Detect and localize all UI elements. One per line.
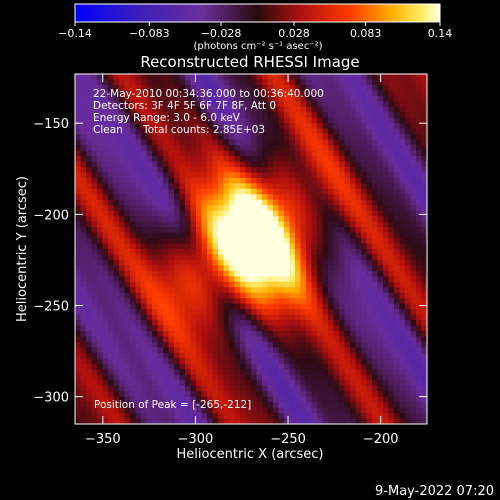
x-axis-label: Heliocentric X (arcsec) [177, 447, 324, 462]
y-tick-label: −300 [33, 391, 69, 406]
info-annotations: 22-May-2010 00:34:36.000 to 00:36:40.000… [93, 88, 324, 411]
colorbar-tick-label: −0.14 [58, 27, 92, 40]
y-tick-label: −150 [33, 117, 69, 132]
colorbar-tick-label: 0.14 [428, 27, 453, 40]
colorbar-gradient [74, 3, 441, 23]
x-tick-label: −250 [270, 432, 306, 447]
plot-frame [74, 73, 428, 425]
annotation-energy-range: Energy Range: 3.0 - 6.0 keV [93, 112, 241, 124]
heatmap-image [75, 74, 427, 424]
annotation-peak-position: Position of Peak = [-265,-212] [94, 399, 251, 411]
x-tick-label: −300 [178, 432, 214, 447]
colorbar: −0.14 −0.083 −0.028 0.028 0.083 0.14 (photons… [58, 3, 452, 52]
y-axis-label: Heliocentric Y (arcsec) [15, 176, 30, 322]
colorbar-tick-label: 0.028 [278, 27, 310, 40]
colorbar-ticks: −0.14 −0.083 −0.028 0.028 0.083 0.14 [58, 22, 452, 40]
x-axis-ticks: −350 −300 −250 −200 [85, 74, 399, 447]
y-tick-label: −200 [33, 208, 69, 223]
colorbar-tick-label: 0.083 [350, 27, 382, 40]
chart-title: Reconstructed RHESSI Image [140, 53, 359, 71]
annotation-algorithm: Clean [93, 124, 123, 136]
annotation-total-counts: Total counts: 2.85E+03 [142, 124, 265, 136]
annotation-detectors: Detectors: 3F 4F 5F 6F 7F 8F, Att 0 [93, 100, 276, 112]
colorbar-tick-label: −0.028 [201, 27, 242, 40]
annotation-time-range: 22-May-2010 00:34:36.000 to 00:36:40.000 [93, 88, 324, 100]
y-axis-ticks: −150 −200 −250 −300 [33, 117, 427, 406]
x-tick-label: −200 [363, 432, 399, 447]
x-tick-label: −350 [85, 432, 121, 447]
colorbar-tick-label: −0.083 [129, 27, 170, 40]
footer-timestamp: 9-May-2022 07:20 [375, 484, 494, 499]
y-tick-label: −250 [33, 300, 69, 315]
colorbar-unit-label: (photons cm⁻² s⁻¹ asec⁻²) [193, 41, 322, 52]
